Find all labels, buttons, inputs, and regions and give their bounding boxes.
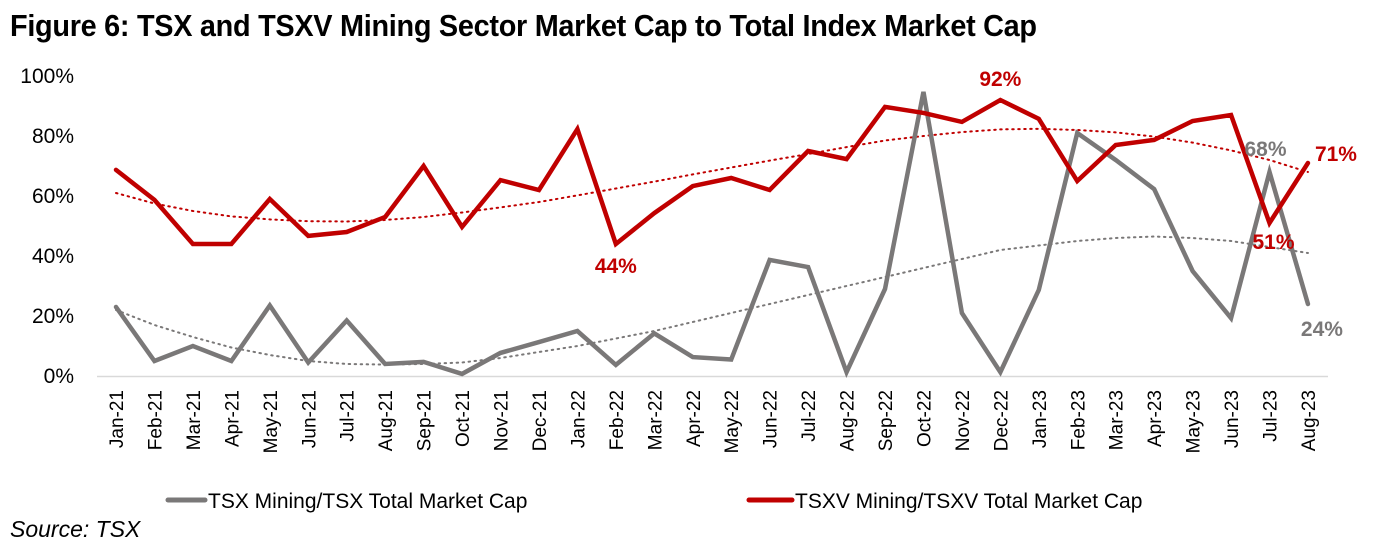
chart-title: Figure 6: TSX and TSXV Mining Sector Mar… xyxy=(10,8,1037,43)
x-tick-label: Jan-22 xyxy=(568,390,589,448)
x-tick-label: Apr-22 xyxy=(684,390,705,447)
x-tick-label: Feb-21 xyxy=(145,390,166,450)
tsx-trendline xyxy=(115,235,1309,366)
x-tick-label: Jul-21 xyxy=(338,390,359,442)
x-tick-label: Mar-23 xyxy=(1107,390,1128,450)
tsx-mining-line xyxy=(113,91,1311,378)
source-note: Source: TSX xyxy=(10,516,141,542)
legend-label-tsx: TSX Mining/TSX Total Market Cap xyxy=(208,490,527,513)
data-labels: 44% 92% 51% 71% 68% 24% xyxy=(595,68,1357,341)
x-tick-label: Aug-23 xyxy=(1299,390,1320,451)
x-tick-label: May-22 xyxy=(722,390,743,453)
trendlines xyxy=(115,127,1309,366)
data-label: 24% xyxy=(1301,318,1343,341)
x-tick-label: Dec-22 xyxy=(991,390,1012,451)
data-label: 68% xyxy=(1244,138,1286,161)
x-tick-label: May-23 xyxy=(1184,390,1205,453)
tsxv-mining-line xyxy=(113,97,1311,248)
y-tick-label: 60% xyxy=(32,185,74,208)
y-tick-label: 20% xyxy=(32,305,74,328)
x-tick-label: May-21 xyxy=(261,390,282,453)
x-tick-label: Sep-21 xyxy=(415,390,436,451)
x-axis: Jan-21 Feb-21 Mar-21 Apr-21 May-21 Jun-21 Jul-… xyxy=(107,390,1320,453)
x-tick-label: Jan-21 xyxy=(107,390,128,448)
x-tick-label: Nov-22 xyxy=(953,390,974,451)
data-label: 44% xyxy=(595,255,637,278)
x-tick-label: Dec-21 xyxy=(530,390,551,451)
x-tick-label: Mar-21 xyxy=(184,390,205,450)
x-tick-label: Oct-22 xyxy=(914,390,935,447)
x-tick-label: Jul-23 xyxy=(1261,390,1282,442)
x-tick-label: Sep-22 xyxy=(876,390,897,451)
legend: TSX Mining/TSX Total Market Cap TSXV Min… xyxy=(165,490,1142,513)
x-tick-label: Aug-21 xyxy=(376,390,397,451)
legend-label-tsxv: TSXV Mining/TSXV Total Market Cap xyxy=(795,490,1142,513)
data-label: 51% xyxy=(1252,231,1294,254)
x-tick-label: Apr-23 xyxy=(1145,390,1166,447)
x-tick-label: Jun-23 xyxy=(1222,390,1243,448)
x-tick-label: Jul-22 xyxy=(799,390,820,442)
x-tick-label: Jun-21 xyxy=(299,390,320,448)
y-tick-label: 80% xyxy=(32,125,74,148)
legend-item-tsx[interactable]: TSX Mining/TSX Total Market Cap xyxy=(165,490,527,513)
x-tick-label: Nov-21 xyxy=(492,390,513,451)
data-label: 71% xyxy=(1315,143,1357,166)
data-label: 92% xyxy=(979,68,1021,91)
x-tick-label: Jan-23 xyxy=(1030,390,1051,448)
x-tick-label: Aug-22 xyxy=(838,390,859,451)
x-tick-label: Apr-21 xyxy=(222,390,243,447)
x-tick-label: Oct-21 xyxy=(453,390,474,447)
y-tick-label: 0% xyxy=(44,365,74,388)
y-tick-label: 40% xyxy=(32,245,74,268)
y-axis: 0% 20% 40% 60% 80% 100% xyxy=(20,65,74,388)
tsxv-trendline xyxy=(115,127,1309,223)
x-tick-label: Mar-22 xyxy=(645,390,666,450)
x-tick-label: Feb-22 xyxy=(607,390,628,450)
x-tick-label: Jun-22 xyxy=(761,390,782,448)
x-tick-label: Feb-23 xyxy=(1068,390,1089,450)
legend-item-tsxv[interactable]: TSXV Mining/TSXV Total Market Cap xyxy=(746,490,1142,513)
y-tick-label: 100% xyxy=(20,65,74,88)
series-lines xyxy=(113,91,1311,378)
